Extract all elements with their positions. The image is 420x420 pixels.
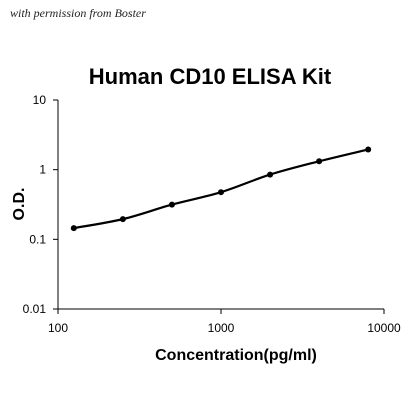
data-point bbox=[218, 189, 224, 196]
data-point bbox=[365, 146, 372, 153]
standard-curve-line bbox=[73, 148, 369, 230]
y-tick-label: 1 bbox=[39, 163, 46, 177]
x-tick-label: 100 bbox=[48, 321, 68, 335]
data-point bbox=[316, 158, 323, 165]
data-point bbox=[70, 225, 77, 232]
x-tick-label: 10000 bbox=[367, 321, 401, 335]
data-point bbox=[168, 201, 175, 208]
permission-watermark: with permission from Boster bbox=[10, 6, 146, 20]
x-axis-ticks: 100 1000 10000 bbox=[48, 309, 401, 335]
y-axis-ticks: 0.01 0.1 1 10 bbox=[23, 93, 58, 316]
chart-title: Human CD10 ELISA Kit bbox=[89, 64, 332, 89]
y-tick-label: 0.01 bbox=[23, 302, 47, 316]
data-point bbox=[119, 216, 126, 223]
y-axis-label: O.D. bbox=[11, 188, 28, 221]
x-axis-label: Concentration(pg/ml) bbox=[155, 347, 317, 364]
data-point bbox=[267, 171, 274, 178]
y-tick-label: 10 bbox=[33, 93, 47, 107]
x-tick-label: 1000 bbox=[208, 321, 235, 335]
y-tick-label: 0.1 bbox=[29, 232, 46, 246]
data-points bbox=[70, 146, 372, 232]
